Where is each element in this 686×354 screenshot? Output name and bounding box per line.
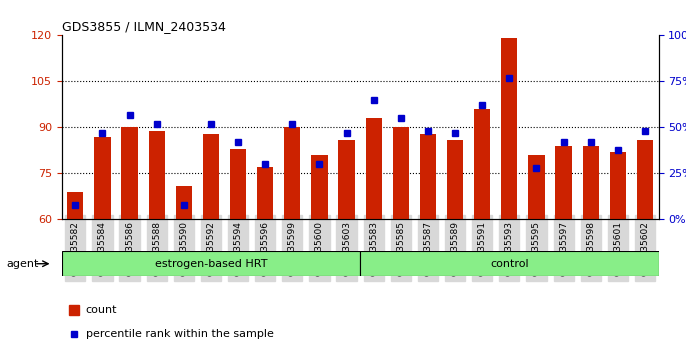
Bar bbox=[420, 133, 436, 219]
Bar bbox=[474, 109, 490, 219]
Bar bbox=[610, 152, 626, 219]
Bar bbox=[149, 131, 165, 219]
FancyBboxPatch shape bbox=[360, 251, 659, 276]
Bar bbox=[366, 118, 382, 219]
Bar bbox=[637, 140, 653, 219]
Text: agent: agent bbox=[6, 259, 38, 269]
Bar bbox=[338, 140, 355, 219]
Bar bbox=[311, 155, 328, 219]
Bar bbox=[528, 155, 545, 219]
Bar bbox=[392, 127, 409, 219]
Bar bbox=[67, 192, 84, 219]
Bar bbox=[121, 127, 138, 219]
Text: percentile rank within the sample: percentile rank within the sample bbox=[86, 329, 274, 339]
Bar bbox=[284, 127, 300, 219]
Text: GDS3855 / ILMN_2403534: GDS3855 / ILMN_2403534 bbox=[62, 20, 226, 33]
Bar bbox=[257, 167, 273, 219]
Bar bbox=[582, 146, 599, 219]
Bar bbox=[501, 39, 517, 219]
Text: estrogen-based HRT: estrogen-based HRT bbox=[155, 259, 267, 269]
FancyBboxPatch shape bbox=[62, 251, 360, 276]
Bar bbox=[230, 149, 246, 219]
Bar bbox=[556, 146, 571, 219]
Text: count: count bbox=[86, 305, 117, 315]
Bar bbox=[447, 140, 463, 219]
Bar bbox=[94, 137, 110, 219]
Bar bbox=[176, 186, 192, 219]
Bar bbox=[203, 133, 219, 219]
Text: control: control bbox=[490, 259, 529, 269]
